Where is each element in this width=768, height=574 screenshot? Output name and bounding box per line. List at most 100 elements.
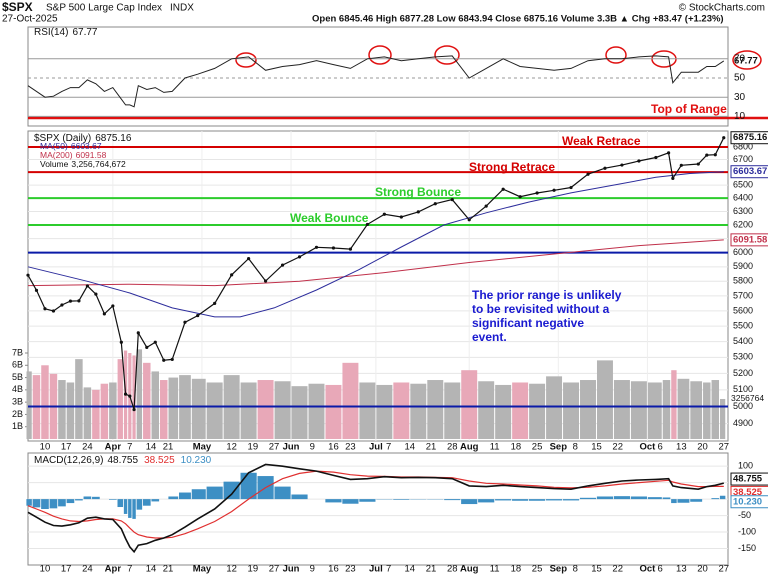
histogram-bar bbox=[677, 499, 690, 503]
x-tick-label: 7 bbox=[127, 564, 132, 574]
date: 27-Oct-2025 bbox=[2, 14, 58, 25]
y-tick-label: -100 bbox=[738, 526, 756, 536]
rsi-right-label: 67.77 bbox=[734, 55, 758, 66]
price-point bbox=[331, 246, 336, 250]
volume-bar bbox=[478, 381, 495, 439]
volume-bar bbox=[274, 381, 291, 439]
price-point bbox=[132, 407, 136, 412]
y2-tick-label: 3B bbox=[12, 397, 23, 407]
volume-bar bbox=[100, 383, 109, 439]
histogram-bar bbox=[83, 496, 92, 500]
y-tick-label: 6000 bbox=[733, 247, 753, 257]
price-point bbox=[586, 172, 590, 176]
histogram-bar bbox=[179, 492, 191, 500]
x-tick-label: 7 bbox=[386, 564, 391, 574]
y-tick-label: 5900 bbox=[733, 261, 753, 271]
volume-bar bbox=[711, 380, 720, 439]
price-point bbox=[667, 151, 671, 155]
y-tick-label: 5600 bbox=[733, 305, 753, 315]
price-point bbox=[416, 210, 420, 214]
price-point bbox=[77, 299, 81, 303]
histogram-bar bbox=[117, 499, 124, 508]
y-tick-label: 5100 bbox=[733, 384, 753, 394]
price-point bbox=[153, 340, 157, 344]
histogram-bar bbox=[26, 499, 32, 506]
price-point bbox=[128, 394, 132, 398]
histogram-bar bbox=[630, 496, 647, 500]
signal-right-label: 38.525 bbox=[733, 487, 763, 498]
ma-right-label: 6091.58 bbox=[733, 234, 767, 245]
x-tick-label: 20 bbox=[697, 442, 708, 453]
x-tick-label: 12 bbox=[226, 442, 237, 453]
histogram-bar bbox=[206, 486, 223, 500]
x-tick-label: 17 bbox=[61, 564, 72, 574]
histogram-bar bbox=[191, 489, 206, 500]
x-tick-label: 25 bbox=[532, 564, 543, 574]
price-point bbox=[102, 312, 106, 316]
level-label: Weak Bounce bbox=[290, 211, 369, 225]
histogram-bar bbox=[562, 499, 580, 501]
volume-bar bbox=[546, 376, 563, 439]
histogram-bar bbox=[58, 499, 66, 507]
y-tick-label: 5800 bbox=[733, 276, 753, 286]
volume-bar bbox=[240, 382, 257, 439]
histogram-bar bbox=[128, 499, 132, 518]
x-tick-label: 14 bbox=[405, 564, 416, 574]
y2-tick-label: 2B bbox=[12, 409, 23, 419]
volume-bar bbox=[580, 380, 596, 439]
volume-bar bbox=[151, 371, 160, 439]
price-point bbox=[145, 345, 149, 349]
x-tick-label: Jun bbox=[283, 564, 300, 574]
histogram-bar bbox=[151, 499, 160, 502]
histogram-bar bbox=[66, 499, 75, 504]
volume-bar bbox=[160, 380, 168, 439]
price-point bbox=[450, 198, 454, 202]
x-tick-label: 13 bbox=[676, 442, 687, 453]
ma-right-label: 6603.67 bbox=[733, 166, 767, 177]
volume-bar bbox=[308, 383, 325, 439]
y-tick-label: 5700 bbox=[733, 290, 753, 300]
x-tick-label: 16 bbox=[328, 564, 339, 574]
volume-bar bbox=[83, 387, 92, 439]
y-tick-label: 5400 bbox=[733, 336, 753, 346]
macd-line bbox=[27, 463, 725, 554]
price-point bbox=[280, 263, 285, 267]
price-point bbox=[60, 303, 64, 307]
price-point bbox=[722, 136, 726, 140]
price-point bbox=[94, 292, 98, 296]
price-point bbox=[620, 163, 624, 167]
histogram-bar bbox=[647, 497, 662, 500]
histogram-right-label: 10.230 bbox=[733, 496, 762, 507]
x-tick-label: 11 bbox=[490, 564, 500, 574]
level-label: Weak Retrace bbox=[562, 134, 641, 148]
volume-bar bbox=[690, 381, 703, 439]
volume-bar bbox=[291, 386, 308, 439]
x-tick-label: Jun bbox=[283, 442, 300, 453]
price-point bbox=[230, 273, 234, 277]
y-tick-label: 70 bbox=[734, 53, 746, 64]
volume-bar bbox=[444, 382, 461, 439]
x-tick-label: 27 bbox=[269, 564, 280, 574]
volume-bar bbox=[720, 398, 726, 439]
highlight-circle bbox=[434, 45, 460, 65]
index-name: S&P 500 Large Cap Index bbox=[46, 3, 162, 14]
volume-bar bbox=[66, 382, 75, 439]
x-tick-label: 17 bbox=[61, 442, 72, 453]
price-point bbox=[51, 309, 56, 313]
histogram-bar bbox=[671, 499, 677, 504]
volume-bar bbox=[325, 384, 342, 439]
histogram-bar bbox=[41, 499, 49, 509]
macd-value: 48.755 bbox=[107, 455, 138, 466]
volume-bar bbox=[136, 349, 143, 439]
x-tick-label: 16 bbox=[328, 442, 339, 453]
ma-name: MA(50) bbox=[40, 141, 68, 151]
x-tick-label: 6 bbox=[657, 564, 662, 574]
volume-bar bbox=[206, 382, 223, 439]
x-tick-label: 25 bbox=[532, 442, 543, 453]
price-right-label: 6875.16 bbox=[733, 132, 767, 143]
ma-legend: MA(200) 6091.58 bbox=[40, 150, 107, 160]
price-line bbox=[27, 137, 725, 410]
price-legend: $SPX (Daily) 6875.16 bbox=[34, 133, 132, 144]
